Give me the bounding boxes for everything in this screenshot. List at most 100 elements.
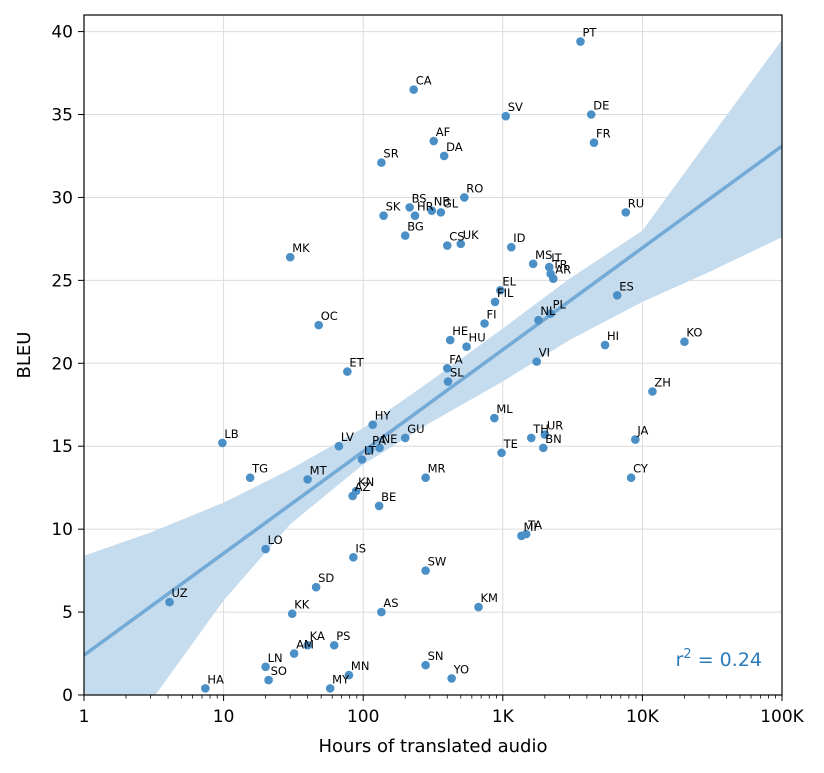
- point-hu: [462, 342, 471, 352]
- point-da: [439, 151, 449, 161]
- point-mn: [344, 670, 354, 680]
- data-points: [165, 37, 689, 693]
- point-label-az: AZ: [355, 480, 371, 494]
- point-label-ur: UR: [547, 419, 563, 433]
- y-tick-label-7: 35: [51, 106, 73, 126]
- point-hy: [368, 420, 378, 429]
- point-ru: [621, 208, 631, 217]
- point-label-lt: LT: [364, 443, 377, 457]
- point-lv: [334, 441, 344, 451]
- point-label-bs: BS: [412, 191, 427, 205]
- point-bs: [405, 203, 414, 212]
- point-sv: [501, 111, 511, 121]
- point-label-ar: AR: [555, 263, 571, 277]
- point-label-sd: SD: [318, 571, 334, 585]
- point-lo: [261, 544, 270, 554]
- point-label-bn: BN: [545, 432, 562, 446]
- point-label-lo: LO: [268, 533, 283, 547]
- point-ro: [460, 193, 469, 202]
- point-sl: [443, 377, 453, 386]
- x-tick-label-5: 100K: [760, 707, 804, 727]
- point-label-kn: KN: [358, 475, 374, 489]
- x-tick-label-4: 10K: [626, 707, 660, 727]
- y-axis-ticks: 0 5 10 15 20 25 30 35 40: [51, 23, 84, 706]
- point-label-lb: LB: [224, 427, 238, 441]
- point-gl: [436, 208, 446, 217]
- point-label-sv: SV: [508, 100, 523, 114]
- point-af: [429, 136, 439, 146]
- point-cs: [442, 241, 452, 250]
- point-label-te: TE: [503, 437, 518, 451]
- r2-suffix: = 0.24: [692, 649, 762, 671]
- point-label-pa: PA: [372, 434, 386, 448]
- y-tick-label-5: 25: [51, 271, 73, 291]
- point-label-fi: FI: [487, 307, 497, 321]
- plot-frame: [83, 14, 783, 696]
- point-label-sr: SR: [383, 147, 398, 161]
- point-az: [348, 491, 357, 501]
- y-tick-label-6: 30: [51, 188, 73, 208]
- point-my: [325, 684, 335, 693]
- y-tick-label-8: 40: [51, 23, 73, 43]
- point-label-kk: KK: [294, 598, 310, 612]
- point-ml: [490, 413, 499, 423]
- y-tick-label-4: 20: [51, 354, 73, 374]
- point-label-hr: HR: [417, 200, 434, 214]
- point-kk: [287, 609, 297, 619]
- point-el: [496, 286, 505, 295]
- point-label-ms: MS: [535, 248, 552, 262]
- point-label-it: IT: [551, 251, 562, 265]
- point-label-as: AS: [383, 596, 398, 610]
- point-oc: [314, 320, 324, 330]
- point-as: [377, 607, 386, 617]
- point-label-ml: ML: [496, 402, 513, 416]
- point-zh: [648, 387, 657, 396]
- point-label-ja: JA: [636, 424, 648, 438]
- point-ko: [680, 337, 689, 347]
- point-label-sw: SW: [428, 555, 447, 569]
- point-label-da: DA: [446, 140, 463, 154]
- r2-prefix: r: [676, 649, 684, 671]
- point-label-gl: GL: [443, 196, 459, 210]
- point-label-am: AM: [296, 638, 314, 652]
- point-km: [474, 602, 483, 612]
- point-label-ta: TA: [527, 518, 542, 532]
- point-label-af: AF: [436, 125, 450, 139]
- point-label-cy: CY: [633, 462, 649, 476]
- point-lb: [218, 438, 227, 448]
- point-label-hu: HU: [469, 331, 486, 345]
- point-sk: [379, 211, 388, 220]
- point-label-uk: UK: [463, 228, 479, 242]
- point-ms: [528, 259, 538, 269]
- point-sw: [421, 566, 430, 575]
- regression-line: [84, 144, 782, 657]
- point-label-mn: MN: [351, 659, 370, 673]
- point-label-cs: CS: [449, 230, 464, 244]
- point-ar: [548, 274, 558, 284]
- point-label-th: TH: [532, 422, 549, 436]
- point-label-fa: FA: [449, 352, 463, 366]
- point-cy: [626, 473, 636, 483]
- point-label-fil: FIL: [497, 286, 514, 300]
- point-label-tg: TG: [251, 462, 268, 476]
- point-label-ha: HA: [207, 672, 224, 686]
- x-tick-label-3: 1K: [492, 707, 515, 727]
- y-tick-label-2: 10: [51, 520, 73, 540]
- point-ps: [329, 640, 339, 650]
- point-label-pt: PT: [582, 26, 597, 40]
- point-ur: [540, 430, 550, 439]
- confidence-band: [84, 39, 782, 695]
- y-tick-label-0: 0: [62, 686, 73, 706]
- point-label-mr: MR: [428, 462, 446, 476]
- point-label-lv: LV: [341, 430, 354, 444]
- point-label-ka: KA: [310, 629, 325, 643]
- point-label-de: DE: [593, 99, 609, 113]
- point-label-yo: YO: [453, 662, 469, 676]
- point-bg: [400, 231, 410, 240]
- point-sr: [377, 158, 386, 167]
- point-uk: [456, 239, 466, 249]
- point-ta: [521, 529, 531, 539]
- point-label-be: BE: [381, 490, 396, 504]
